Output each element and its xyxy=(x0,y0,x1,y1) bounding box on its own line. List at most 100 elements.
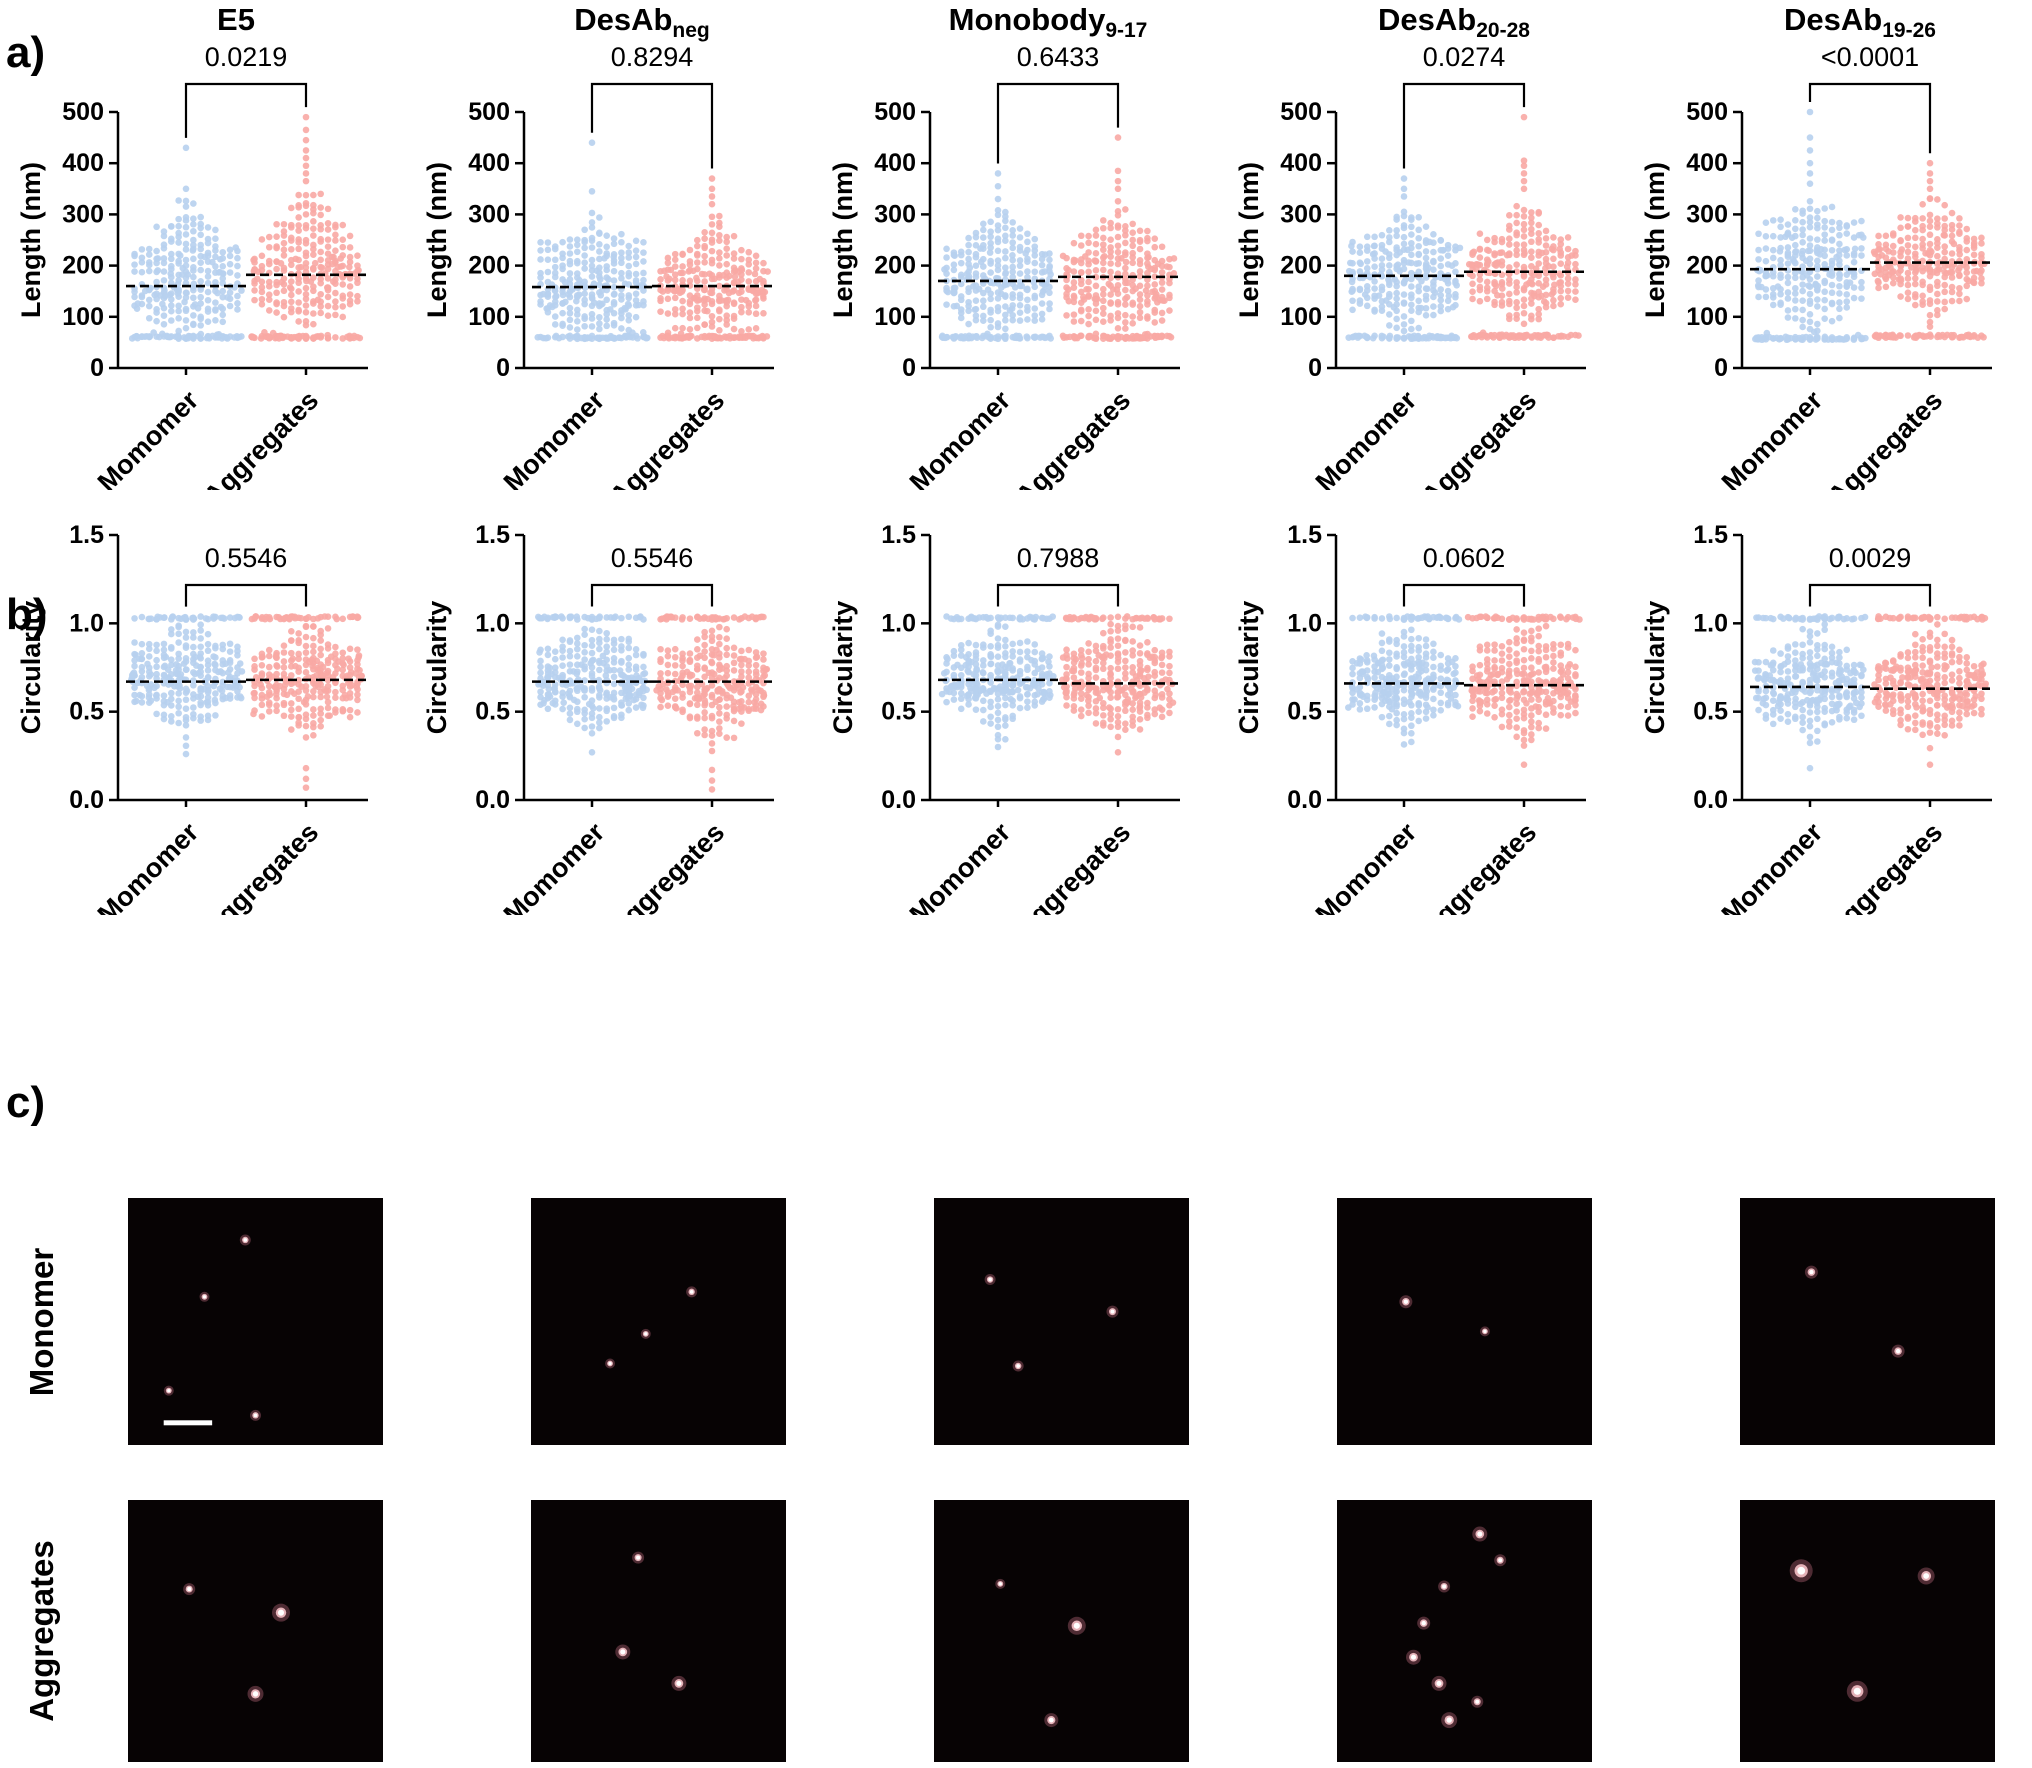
category-label: Momomer xyxy=(904,817,1017,915)
column-title-desab-neg: DesAbneg xyxy=(406,2,812,43)
series-monomer xyxy=(1345,613,1463,748)
y-tick-label: 0 xyxy=(1714,354,1728,382)
y-axis-label: Length (nm) xyxy=(1234,162,1264,318)
y-tick-label: 200 xyxy=(468,252,510,280)
y-tick-label: 0.0 xyxy=(1287,786,1322,814)
series-monomer xyxy=(938,613,1057,751)
y-tick-label: 500 xyxy=(1280,98,1322,126)
significance-bracket xyxy=(184,583,308,607)
y-tick-label: 0.0 xyxy=(881,786,916,814)
y-tick-label: 400 xyxy=(468,149,510,177)
beeswarm-chart-b-e5: 0.0 0.5 1.0 1.5 Circularity 0.5546 MomomerAggr… xyxy=(16,521,368,943)
series-monomer xyxy=(1752,108,1869,344)
column-title-subscript: 19-26 xyxy=(1882,19,1936,43)
y-tick-label: 400 xyxy=(62,149,104,177)
y-tick-label: 1.0 xyxy=(69,609,104,637)
y-tick-label: 1.5 xyxy=(475,521,510,549)
y-tick-label: 1.5 xyxy=(881,521,916,549)
series-aggregates xyxy=(1465,113,1582,342)
y-tick-label: 0.5 xyxy=(1287,698,1322,726)
series-aggregates xyxy=(1059,613,1177,756)
chart-cell-a-desab-19-26: 0 100 200 300 400 500 Length (nm) <0.0001 Momome… xyxy=(1624,20,2030,511)
micrograph-image xyxy=(128,1198,383,1445)
significance-bracket xyxy=(184,82,308,138)
significance-bracket xyxy=(590,583,714,607)
micrograph-image xyxy=(1740,1500,1995,1762)
column-title-text: DesAb xyxy=(574,2,673,37)
series-monomer xyxy=(128,144,245,342)
micrograph-monomer-col4 xyxy=(1740,1198,1995,1450)
y-tick-label: 200 xyxy=(874,252,916,280)
y-tick-label: 1.5 xyxy=(1287,521,1322,549)
column-title-e5: E5 xyxy=(0,2,406,43)
series-monomer xyxy=(534,613,650,756)
category-label: Aggregates xyxy=(1822,817,1948,915)
chart-cell-a-desab-neg: 0 100 200 300 400 500 Length (nm) 0.8294 Momomer… xyxy=(406,20,812,511)
y-tick-label: 200 xyxy=(62,252,104,280)
micrograph-aggregates-col1 xyxy=(531,1500,786,1767)
series-monomer xyxy=(534,139,651,343)
y-tick-label: 200 xyxy=(1686,252,1728,280)
y-tick-label: 0 xyxy=(90,354,104,382)
y-axis-label: Length (nm) xyxy=(828,162,858,318)
p-value: 0.6433 xyxy=(1017,42,1100,72)
micrograph-aggregates-col2 xyxy=(934,1500,1189,1767)
y-tick-label: 100 xyxy=(1686,303,1728,331)
panel-a-label: a) xyxy=(6,28,46,77)
y-tick-label: 1.0 xyxy=(475,609,510,637)
y-axis-label: Length (nm) xyxy=(16,162,46,318)
y-tick-label: 1.5 xyxy=(69,521,104,549)
p-value: 0.8294 xyxy=(611,42,694,72)
y-axis-label: Length (nm) xyxy=(422,162,452,318)
category-label: Momomer xyxy=(92,817,205,915)
significance-bracket xyxy=(1402,82,1526,169)
y-tick-label: 100 xyxy=(468,303,510,331)
column-title-desab-20-28: DesAb20-28 xyxy=(1218,2,1624,43)
micrograph-image xyxy=(1337,1198,1592,1445)
micrograph-row-aggregates xyxy=(0,1500,2032,1762)
y-tick-label: 400 xyxy=(1686,149,1728,177)
y-tick-label: 1.0 xyxy=(1287,609,1322,637)
y-tick-label: 300 xyxy=(468,200,510,228)
y-tick-label: 300 xyxy=(1686,200,1728,228)
micrograph-image xyxy=(128,1500,383,1762)
column-title-text: DesAb xyxy=(1378,2,1477,37)
scale-bar xyxy=(163,1420,213,1426)
p-value: 0.0602 xyxy=(1423,543,1506,573)
y-tick-label: 0.0 xyxy=(1693,786,1728,814)
panel-c-label: c) xyxy=(6,1078,46,1127)
beeswarm-chart-b-desab-19-26: 0.0 0.5 1.0 1.5 Circularity 0.0029 MomomerAggr… xyxy=(1640,521,1992,943)
column-title-subscript: 9-17 xyxy=(1105,19,1148,43)
column-title-desab-19-26: DesAb19-26 xyxy=(1624,2,2030,43)
y-tick-label: 500 xyxy=(1686,98,1728,126)
column-title-subscript: neg xyxy=(672,19,710,43)
column-title-text: Monobody xyxy=(948,2,1106,37)
chart-cell-b-desab-20-28: 0.0 0.5 1.0 1.5 Circularity 0.0602 Momomer Aggr… xyxy=(1218,455,1624,943)
y-tick-label: 200 xyxy=(1280,252,1322,280)
y-tick-label: 100 xyxy=(1280,303,1322,331)
significance-bracket xyxy=(1402,583,1526,607)
y-tick-label: 0.5 xyxy=(475,698,510,726)
series-monomer xyxy=(1751,613,1869,772)
beeswarm-chart-b-monobody: 0.0 0.5 1.0 1.5 Circularity 0.7988 MomomerAggr… xyxy=(828,521,1180,943)
micrograph-image xyxy=(531,1198,786,1445)
category-label: Momomer xyxy=(1310,817,1423,915)
chart-cell-a-desab-20-28: 0 100 200 300 400 500 Length (nm) 0.0274 Momomer… xyxy=(1218,20,1624,511)
category-label: Momomer xyxy=(1716,817,1829,915)
significance-bracket xyxy=(996,82,1120,164)
y-axis-label: Circularity xyxy=(422,601,452,735)
y-tick-label: 500 xyxy=(468,98,510,126)
y-tick-label: 1.0 xyxy=(881,609,916,637)
micrograph-row-monomer xyxy=(0,1198,2032,1445)
y-tick-label: 0 xyxy=(1308,354,1322,382)
beeswarm-chart-b-desab-20-28: 0.0 0.5 1.0 1.5 Circularity 0.0602 MomomerAggr… xyxy=(1234,521,1586,943)
y-tick-label: 0.5 xyxy=(1693,698,1728,726)
significance-bracket xyxy=(1808,583,1932,607)
micrograph-monomer-col0 xyxy=(128,1198,383,1450)
beeswarm-chart-b-desab-neg: 0.0 0.5 1.0 1.5 Circularity 0.5546 MomomerAggr… xyxy=(422,521,774,943)
p-value: 0.5546 xyxy=(611,543,694,573)
